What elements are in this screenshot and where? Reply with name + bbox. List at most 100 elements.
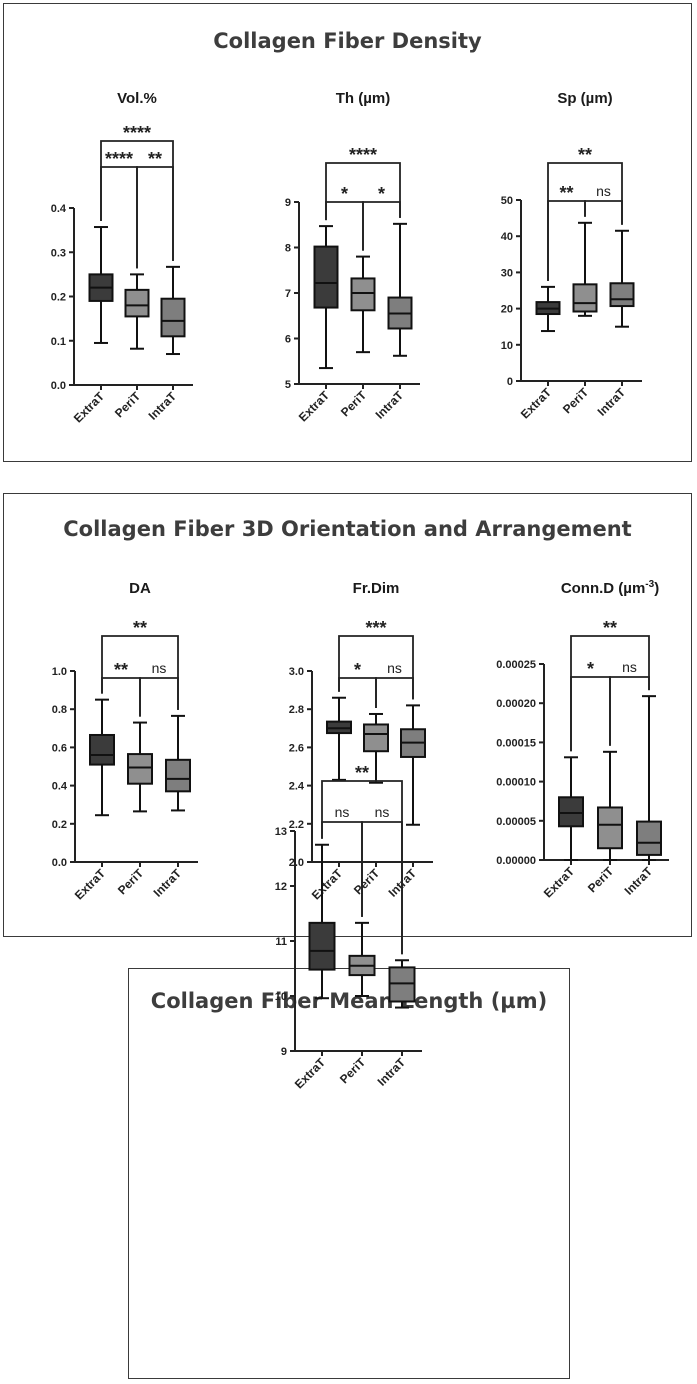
y-tick-label: 0.00020 bbox=[496, 698, 536, 710]
box-perit bbox=[127, 721, 153, 813]
y-tick-label: 40 bbox=[501, 231, 513, 243]
box-perit bbox=[572, 221, 598, 317]
box-iqr bbox=[350, 277, 376, 312]
significance-label: **** bbox=[123, 123, 151, 143]
y-tick-label: 0.0 bbox=[52, 857, 67, 869]
y-tick-label: 2.8 bbox=[289, 704, 304, 716]
y-tick-label: 0.6 bbox=[52, 742, 67, 754]
y-tick-label: 10 bbox=[275, 991, 287, 1003]
significance-label: ns bbox=[622, 659, 637, 675]
y-tick-label: 12 bbox=[275, 881, 287, 893]
y-tick-label: 5 bbox=[285, 379, 291, 391]
significance-label: ** bbox=[559, 183, 573, 203]
box-iqr bbox=[124, 288, 150, 318]
box-iqr bbox=[572, 283, 598, 313]
box-iqr bbox=[89, 733, 115, 766]
box-intrat bbox=[387, 222, 413, 357]
y-tick-label: 2.2 bbox=[289, 819, 304, 831]
x-tick-label: IntraT bbox=[375, 1055, 409, 1089]
y-tick-label: 10 bbox=[501, 340, 513, 352]
box-perit bbox=[363, 712, 389, 784]
x-tick-label: ExtraT bbox=[292, 1055, 329, 1092]
y-tick-label: 2.4 bbox=[289, 781, 305, 793]
significance-label: ** bbox=[114, 660, 128, 680]
significance-bracket bbox=[325, 162, 401, 221]
y-tick-label: 2.0 bbox=[289, 857, 304, 869]
significance-bracket bbox=[321, 780, 403, 955]
significance-bracket bbox=[338, 635, 414, 700]
y-tick-label: 8 bbox=[285, 243, 291, 255]
box-intrat bbox=[636, 695, 662, 861]
y-tick-label: 3.0 bbox=[289, 666, 304, 678]
significance-label: ns bbox=[335, 804, 350, 820]
panel-title: Collagen Fiber Density bbox=[213, 29, 482, 53]
y-tick-label: 0.00000 bbox=[496, 855, 536, 867]
box-iqr bbox=[388, 966, 416, 1003]
box-iqr bbox=[597, 806, 623, 850]
box-iqr bbox=[160, 297, 186, 338]
significance-bracket bbox=[100, 140, 174, 261]
y-tick-label: 0.3 bbox=[51, 247, 66, 259]
significance-bracket bbox=[361, 821, 403, 955]
y-tick-label: 0.00005 bbox=[496, 816, 536, 828]
y-tick-label: 13 bbox=[275, 826, 287, 838]
significance-label: ** bbox=[133, 618, 147, 638]
significance-bracket bbox=[570, 635, 650, 752]
significance-label: **** bbox=[105, 149, 133, 169]
significance-label: ns bbox=[596, 183, 611, 199]
significance-label: ** bbox=[355, 763, 369, 783]
significance-label: * bbox=[587, 659, 594, 679]
y-tick-label: 0.4 bbox=[51, 203, 67, 215]
y-tick-label: 2.6 bbox=[289, 742, 304, 754]
box-extrat bbox=[326, 696, 352, 781]
box-iqr bbox=[313, 245, 339, 309]
significance-bracket bbox=[321, 821, 363, 917]
significance-label: * bbox=[354, 660, 361, 680]
box-perit bbox=[597, 750, 623, 861]
box-intrat bbox=[400, 704, 426, 826]
y-tick-label: 0.00025 bbox=[496, 659, 536, 671]
box-iqr bbox=[609, 282, 635, 308]
y-tick-label: 9 bbox=[285, 197, 291, 209]
y-tick-label: 1.0 bbox=[52, 666, 67, 678]
significance-label: * bbox=[378, 184, 385, 204]
y-tick-label: 20 bbox=[501, 304, 513, 316]
significance-bracket bbox=[547, 162, 623, 281]
significance-label: *** bbox=[365, 618, 386, 638]
box-extrat bbox=[313, 225, 339, 370]
chart-title: Sp (µm) bbox=[557, 90, 612, 107]
x-tick-label: PeriT bbox=[337, 1055, 369, 1087]
chart-title: Vol.% bbox=[117, 90, 157, 107]
box-intrat bbox=[160, 265, 186, 356]
box-extrat bbox=[88, 226, 114, 344]
y-tick-label: 50 bbox=[501, 195, 513, 207]
box-iqr bbox=[308, 921, 336, 971]
chart-title: Th (µm) bbox=[336, 90, 390, 107]
chart-title: Fr.Dim bbox=[353, 580, 400, 597]
box-extrat bbox=[535, 285, 561, 333]
y-tick-label: 0.00015 bbox=[496, 737, 536, 749]
significance-label: ns bbox=[387, 660, 402, 676]
box-iqr bbox=[127, 753, 153, 785]
y-tick-label: 0.8 bbox=[52, 704, 67, 716]
y-tick-label: 0.00010 bbox=[496, 777, 536, 789]
box-perit bbox=[350, 255, 376, 354]
y-tick-label: 0.2 bbox=[52, 819, 67, 831]
significance-label: ns bbox=[152, 660, 167, 676]
box-intrat bbox=[609, 229, 635, 328]
box-perit bbox=[124, 273, 150, 350]
box-iqr bbox=[558, 796, 584, 828]
y-tick-label: 9 bbox=[281, 1046, 287, 1058]
significance-label: * bbox=[341, 184, 348, 204]
box-iqr bbox=[165, 758, 191, 793]
panel-title: Collagen Fiber Mean Length (µm) bbox=[150, 989, 548, 1013]
box-intrat bbox=[388, 959, 416, 1009]
box-intrat bbox=[165, 714, 191, 812]
y-tick-label: 0 bbox=[507, 376, 513, 388]
y-tick-label: 0.0 bbox=[51, 380, 66, 392]
